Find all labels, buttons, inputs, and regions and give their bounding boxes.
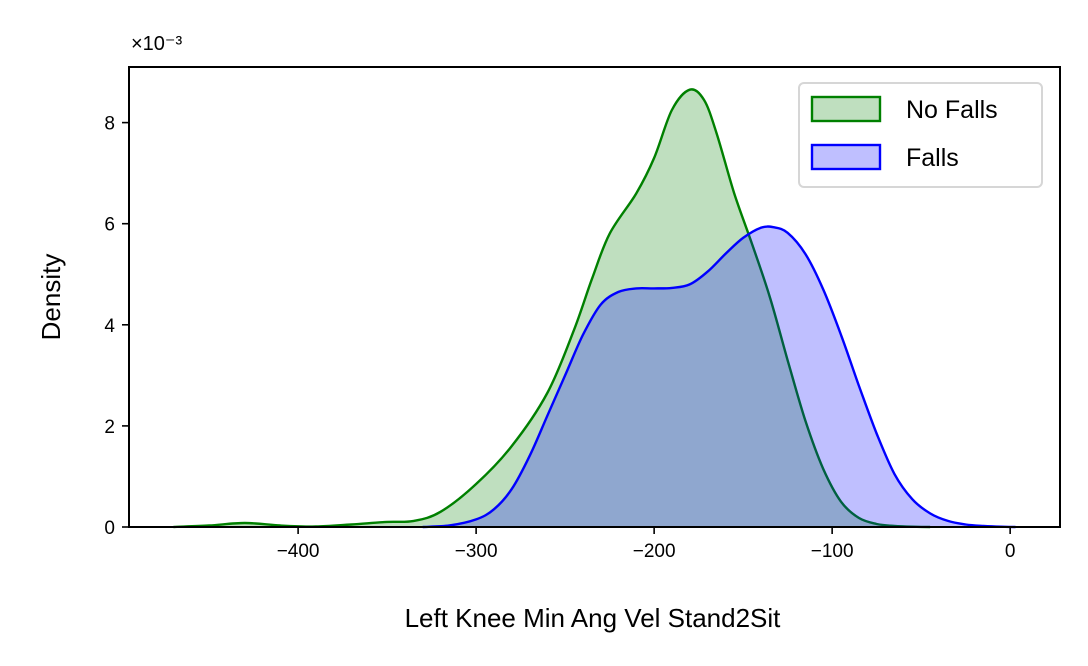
legend-swatch-no-falls [810, 95, 882, 123]
y-tick-label: 2 [104, 417, 115, 438]
x-tick-label: −400 [277, 541, 320, 562]
legend: No Falls Falls [798, 82, 1043, 188]
ticks-layer: −400 −300 −200 −100 0 0 2 4 6 8 [104, 114, 1015, 562]
x-tick-label: −100 [811, 541, 854, 562]
legend-label-no-falls: No Falls [906, 96, 998, 124]
legend-swatch-falls [810, 143, 882, 171]
x-axis-label: Left Knee Min Ang Vel Stand2Sit [405, 603, 782, 633]
y-scale-offset-label: ×10⁻³ [131, 33, 182, 55]
x-tick-label: 0 [1005, 541, 1016, 562]
x-tick-label: −200 [633, 541, 676, 562]
y-tick-label: 6 [104, 215, 115, 236]
x-tick-label: −300 [455, 541, 498, 562]
y-tick-label: 8 [104, 114, 115, 135]
y-axis-label: Density [36, 254, 66, 341]
density-fill-no-falls [173, 89, 931, 528]
y-tick-label: 4 [104, 316, 115, 337]
plot-frame [128, 66, 1061, 528]
density-fill-falls [422, 226, 1016, 527]
legend-label-falls: Falls [906, 144, 959, 172]
series-layer [173, 88, 1016, 529]
density-line-no-falls [173, 88, 931, 529]
y-tick-label: 0 [104, 518, 115, 539]
legend-box [798, 82, 1043, 188]
density-line-falls [422, 225, 1016, 529]
